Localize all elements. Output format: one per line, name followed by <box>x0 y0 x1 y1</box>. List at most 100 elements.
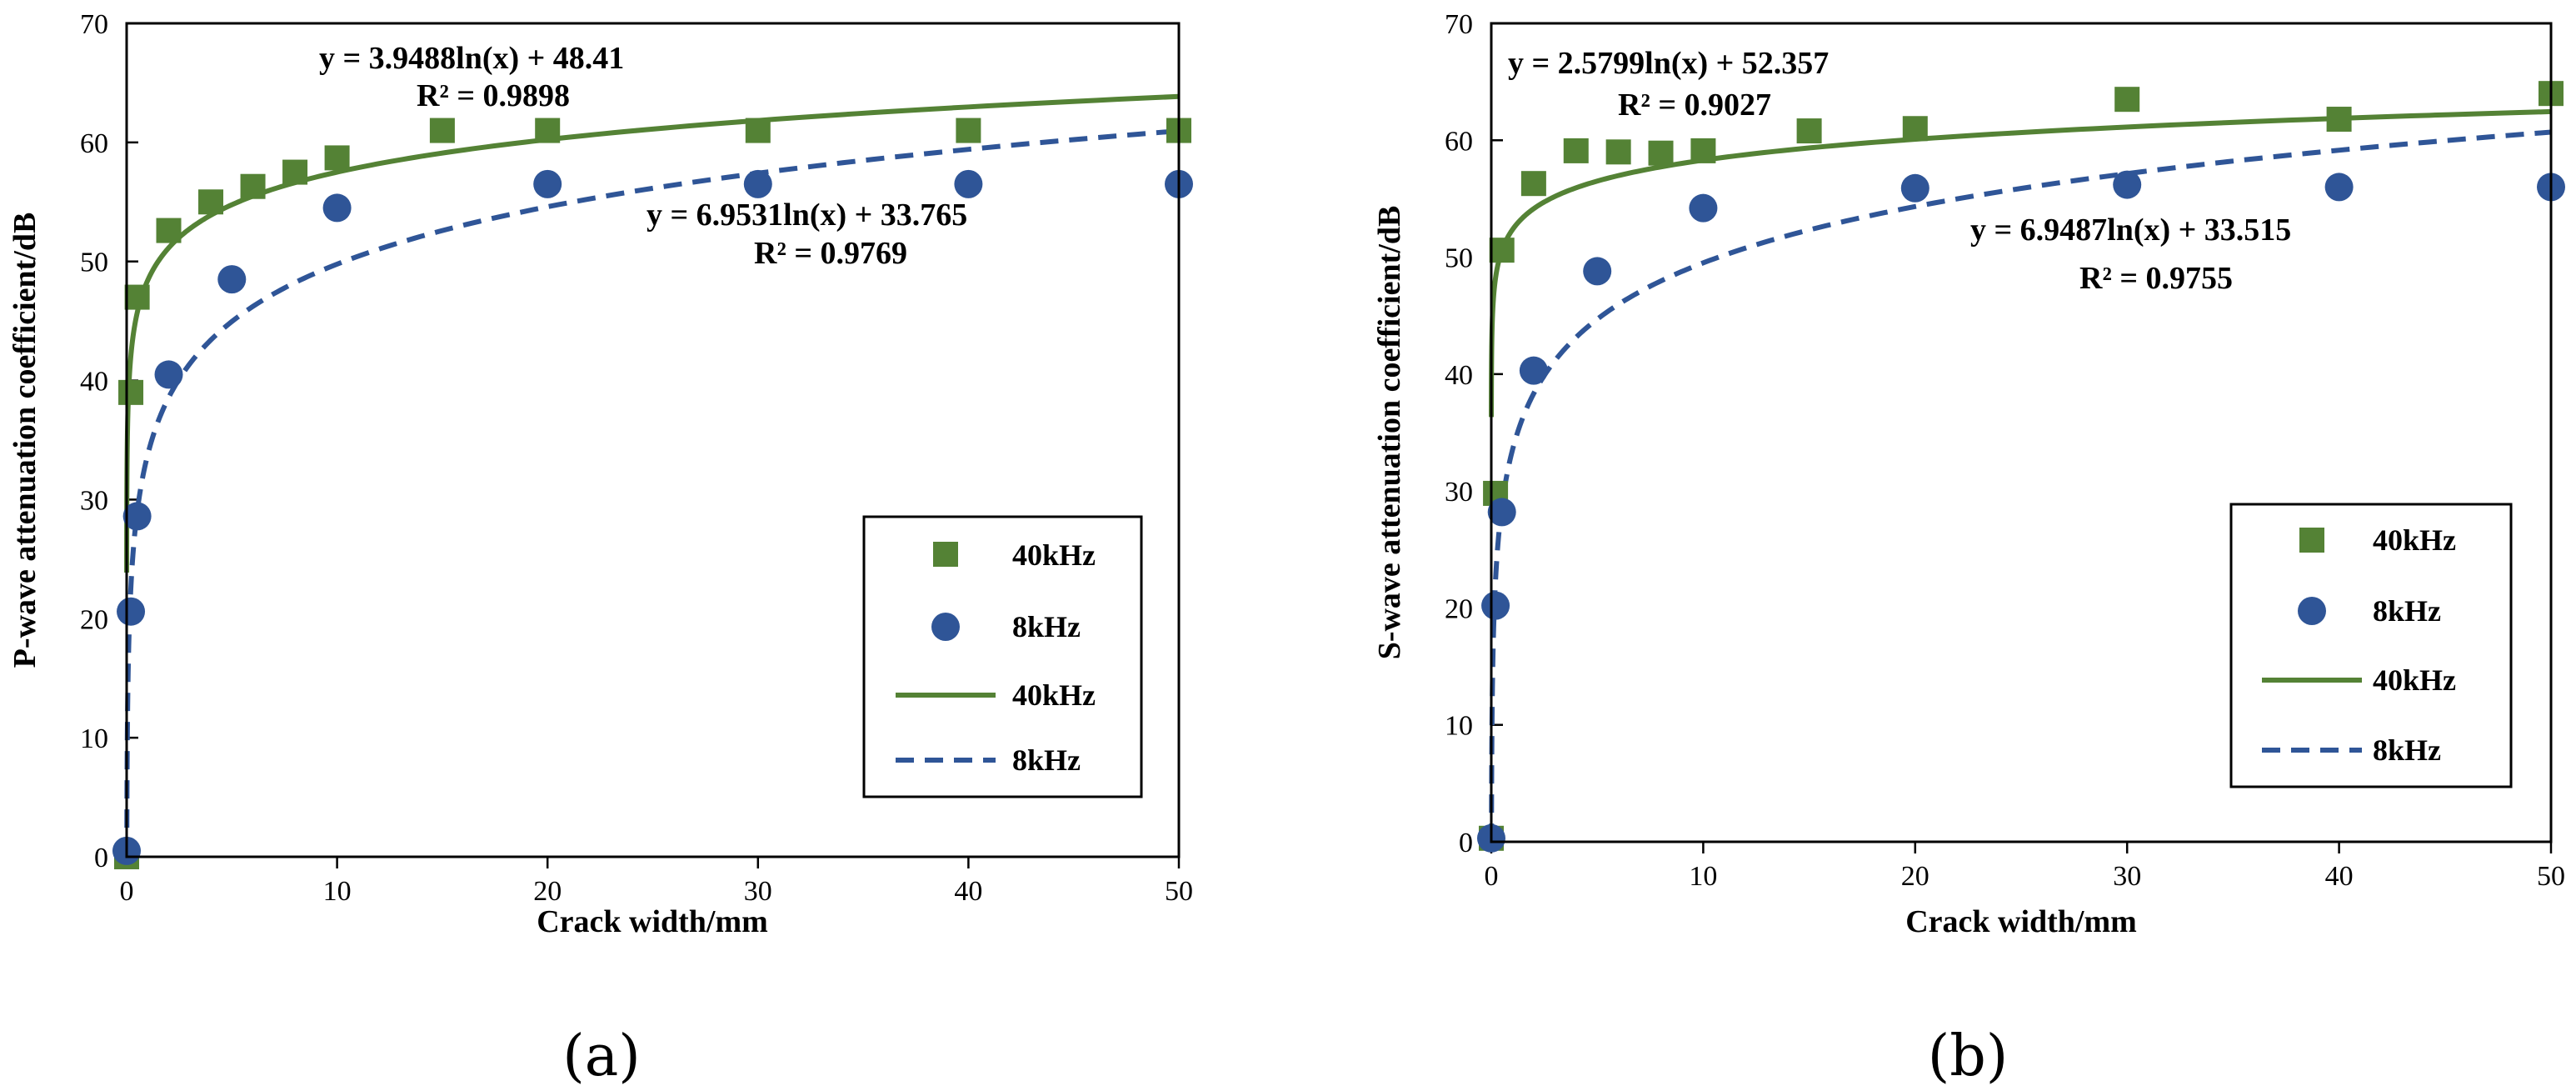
x-tick-label-a: 0 <box>120 876 134 907</box>
equation-8khz-b: y = 6.9487ln(x) + 33.515 <box>1970 213 2291 248</box>
point-40khz-a <box>535 118 561 143</box>
legend-label-40khz-trend-a: 40kHz <box>1012 678 1096 712</box>
plot-frame-a <box>125 22 1181 858</box>
x-tick-label-b: 10 <box>1689 861 1717 892</box>
point-40khz-a <box>118 379 144 405</box>
x-axis-title-b: Crack width/mm <box>1905 904 2137 939</box>
legend-b: 40kHz 8kHz 40kHz 8kHz <box>2229 503 2513 788</box>
x-tick-label-a: 20 <box>533 876 562 907</box>
point-40khz-b <box>1489 238 1515 263</box>
point-40khz-a <box>324 145 350 171</box>
r2-8khz-a: R² = 0.9769 <box>754 236 907 271</box>
legend-label-8khz-points-a: 8kHz <box>1012 610 1081 643</box>
panel-label-b: (b) <box>1928 1023 2009 1089</box>
y-tick-label-b: 50 <box>1445 243 1473 274</box>
panel-label-a: (a) <box>562 1023 641 1089</box>
point-8khz-a <box>122 502 152 531</box>
legend-label-8khz-trend-b: 8kHz <box>2373 733 2441 767</box>
y-tick-label-a: 30 <box>80 485 108 516</box>
point-40khz-a <box>124 284 150 310</box>
r2-40khz-a: R² = 0.9898 <box>417 78 570 113</box>
point-40khz-b <box>1605 139 1631 165</box>
legend-a: 40kHz 8kHz 40kHz 8kHz <box>862 515 1143 798</box>
x-tick-label-b: 0 <box>1485 861 1499 892</box>
point-40khz-b <box>1902 116 1928 142</box>
x-tick-label-b: 40 <box>2325 861 2354 892</box>
point-8khz-b <box>1689 193 1718 223</box>
point-40khz-a <box>156 218 182 243</box>
data-points-b <box>1477 81 2565 853</box>
legend-label-40khz-points-a: 40kHz <box>1012 538 1096 572</box>
y-tick-label-b: 20 <box>1445 593 1473 624</box>
x-tick-label-a: 10 <box>323 876 352 907</box>
y-axis-title-a: P-wave attenuation coefficient/dB <box>7 213 42 668</box>
point-40khz-b <box>1648 140 1674 166</box>
y-tick-label-a: 70 <box>80 9 108 40</box>
point-8khz-a <box>217 265 247 294</box>
point-40khz-b <box>1520 171 1546 197</box>
y-tick-label-a: 60 <box>80 128 108 159</box>
equation-40khz-b: y = 2.5799ln(x) + 52.357 <box>1508 46 1829 81</box>
point-8khz-a <box>743 169 772 198</box>
y-axis-title-b: S-wave attenuation coefficient/dB <box>1372 206 1407 660</box>
point-40khz-b <box>2326 107 2352 133</box>
equation-8khz-a: y = 6.9531ln(x) + 33.765 <box>646 198 967 233</box>
y-tick-label-b: 60 <box>1445 126 1473 157</box>
x-tick-label-b: 50 <box>2537 861 2565 892</box>
x-tick-label-a: 40 <box>954 876 982 907</box>
point-8khz-a <box>117 597 146 626</box>
y-tick-label-b: 10 <box>1445 711 1473 742</box>
x-tick-label-b: 20 <box>1901 861 1930 892</box>
legend-marker-8khz-points-b <box>2298 597 2326 625</box>
point-40khz-a <box>240 173 266 199</box>
point-8khz-b <box>1487 498 1516 527</box>
point-8khz-b <box>1583 257 1612 286</box>
point-8khz-b <box>2324 173 2354 202</box>
r2-8khz-b: R² = 0.9755 <box>2079 261 2233 296</box>
x-tick-label-b: 30 <box>2113 861 2141 892</box>
panel-a: 0 10 20 30 40 50 60 70 0 10 20 30 40 50 Crack width/m… <box>7 9 1193 1089</box>
tick-labels-b: 0 10 20 30 40 50 60 70 0 10 20 30 40 50 <box>1445 9 2565 892</box>
x-axis-title-a: Crack width/mm <box>537 904 768 939</box>
point-8khz-b <box>1900 173 1930 203</box>
point-40khz-b <box>1796 118 1822 144</box>
y-tick-label-a: 0 <box>94 843 108 873</box>
legend-label-8khz-points-b: 8kHz <box>2373 594 2441 628</box>
point-40khz-a <box>429 118 455 143</box>
y-tick-label-b: 40 <box>1445 360 1473 391</box>
point-40khz-b <box>2114 87 2140 113</box>
y-tick-label-a: 10 <box>80 723 108 754</box>
r2-40khz-b: R² = 0.9027 <box>1618 88 1771 123</box>
y-tick-label-a: 20 <box>80 604 108 635</box>
legend-box-a <box>862 515 1143 798</box>
legend-box-b <box>2229 503 2513 788</box>
point-8khz-a <box>154 360 183 389</box>
legend-marker-40khz-points-a <box>933 542 958 567</box>
point-8khz-a <box>533 169 562 198</box>
plot-frame-b <box>1490 22 2553 843</box>
point-40khz-a <box>282 159 308 185</box>
equation-40khz-a: y = 3.9488ln(x) + 48.41 <box>319 41 624 76</box>
y-tick-label-b: 30 <box>1445 477 1473 508</box>
y-tick-label-b: 0 <box>1459 828 1473 858</box>
point-40khz-a <box>198 189 224 215</box>
point-8khz-b <box>2113 170 2142 199</box>
panel-b: 0 10 20 30 40 50 60 70 0 10 20 30 40 50 Crack width/m… <box>1372 9 2565 1089</box>
tick-labels-a: 0 10 20 30 40 50 60 70 0 10 20 30 40 50 <box>80 9 1193 907</box>
legend-marker-8khz-points-a <box>931 613 960 641</box>
point-8khz-a <box>954 169 983 198</box>
point-40khz-b <box>1563 138 1589 163</box>
point-40khz-b <box>1690 138 1716 163</box>
legend-label-40khz-points-b: 40kHz <box>2373 523 2456 557</box>
legend-label-8khz-trend-a: 8kHz <box>1012 743 1081 777</box>
x-tick-label-a: 30 <box>744 876 772 907</box>
point-40khz-a <box>956 118 981 143</box>
legend-marker-40khz-points-b <box>2299 528 2324 553</box>
y-tick-label-a: 40 <box>80 367 108 398</box>
y-tick-label-b: 70 <box>1445 9 1473 40</box>
point-8khz-b <box>1519 356 1548 385</box>
legend-label-40khz-trend-b: 40kHz <box>2373 663 2456 697</box>
point-8khz-a <box>322 193 352 223</box>
point-8khz-b <box>1481 591 1510 620</box>
